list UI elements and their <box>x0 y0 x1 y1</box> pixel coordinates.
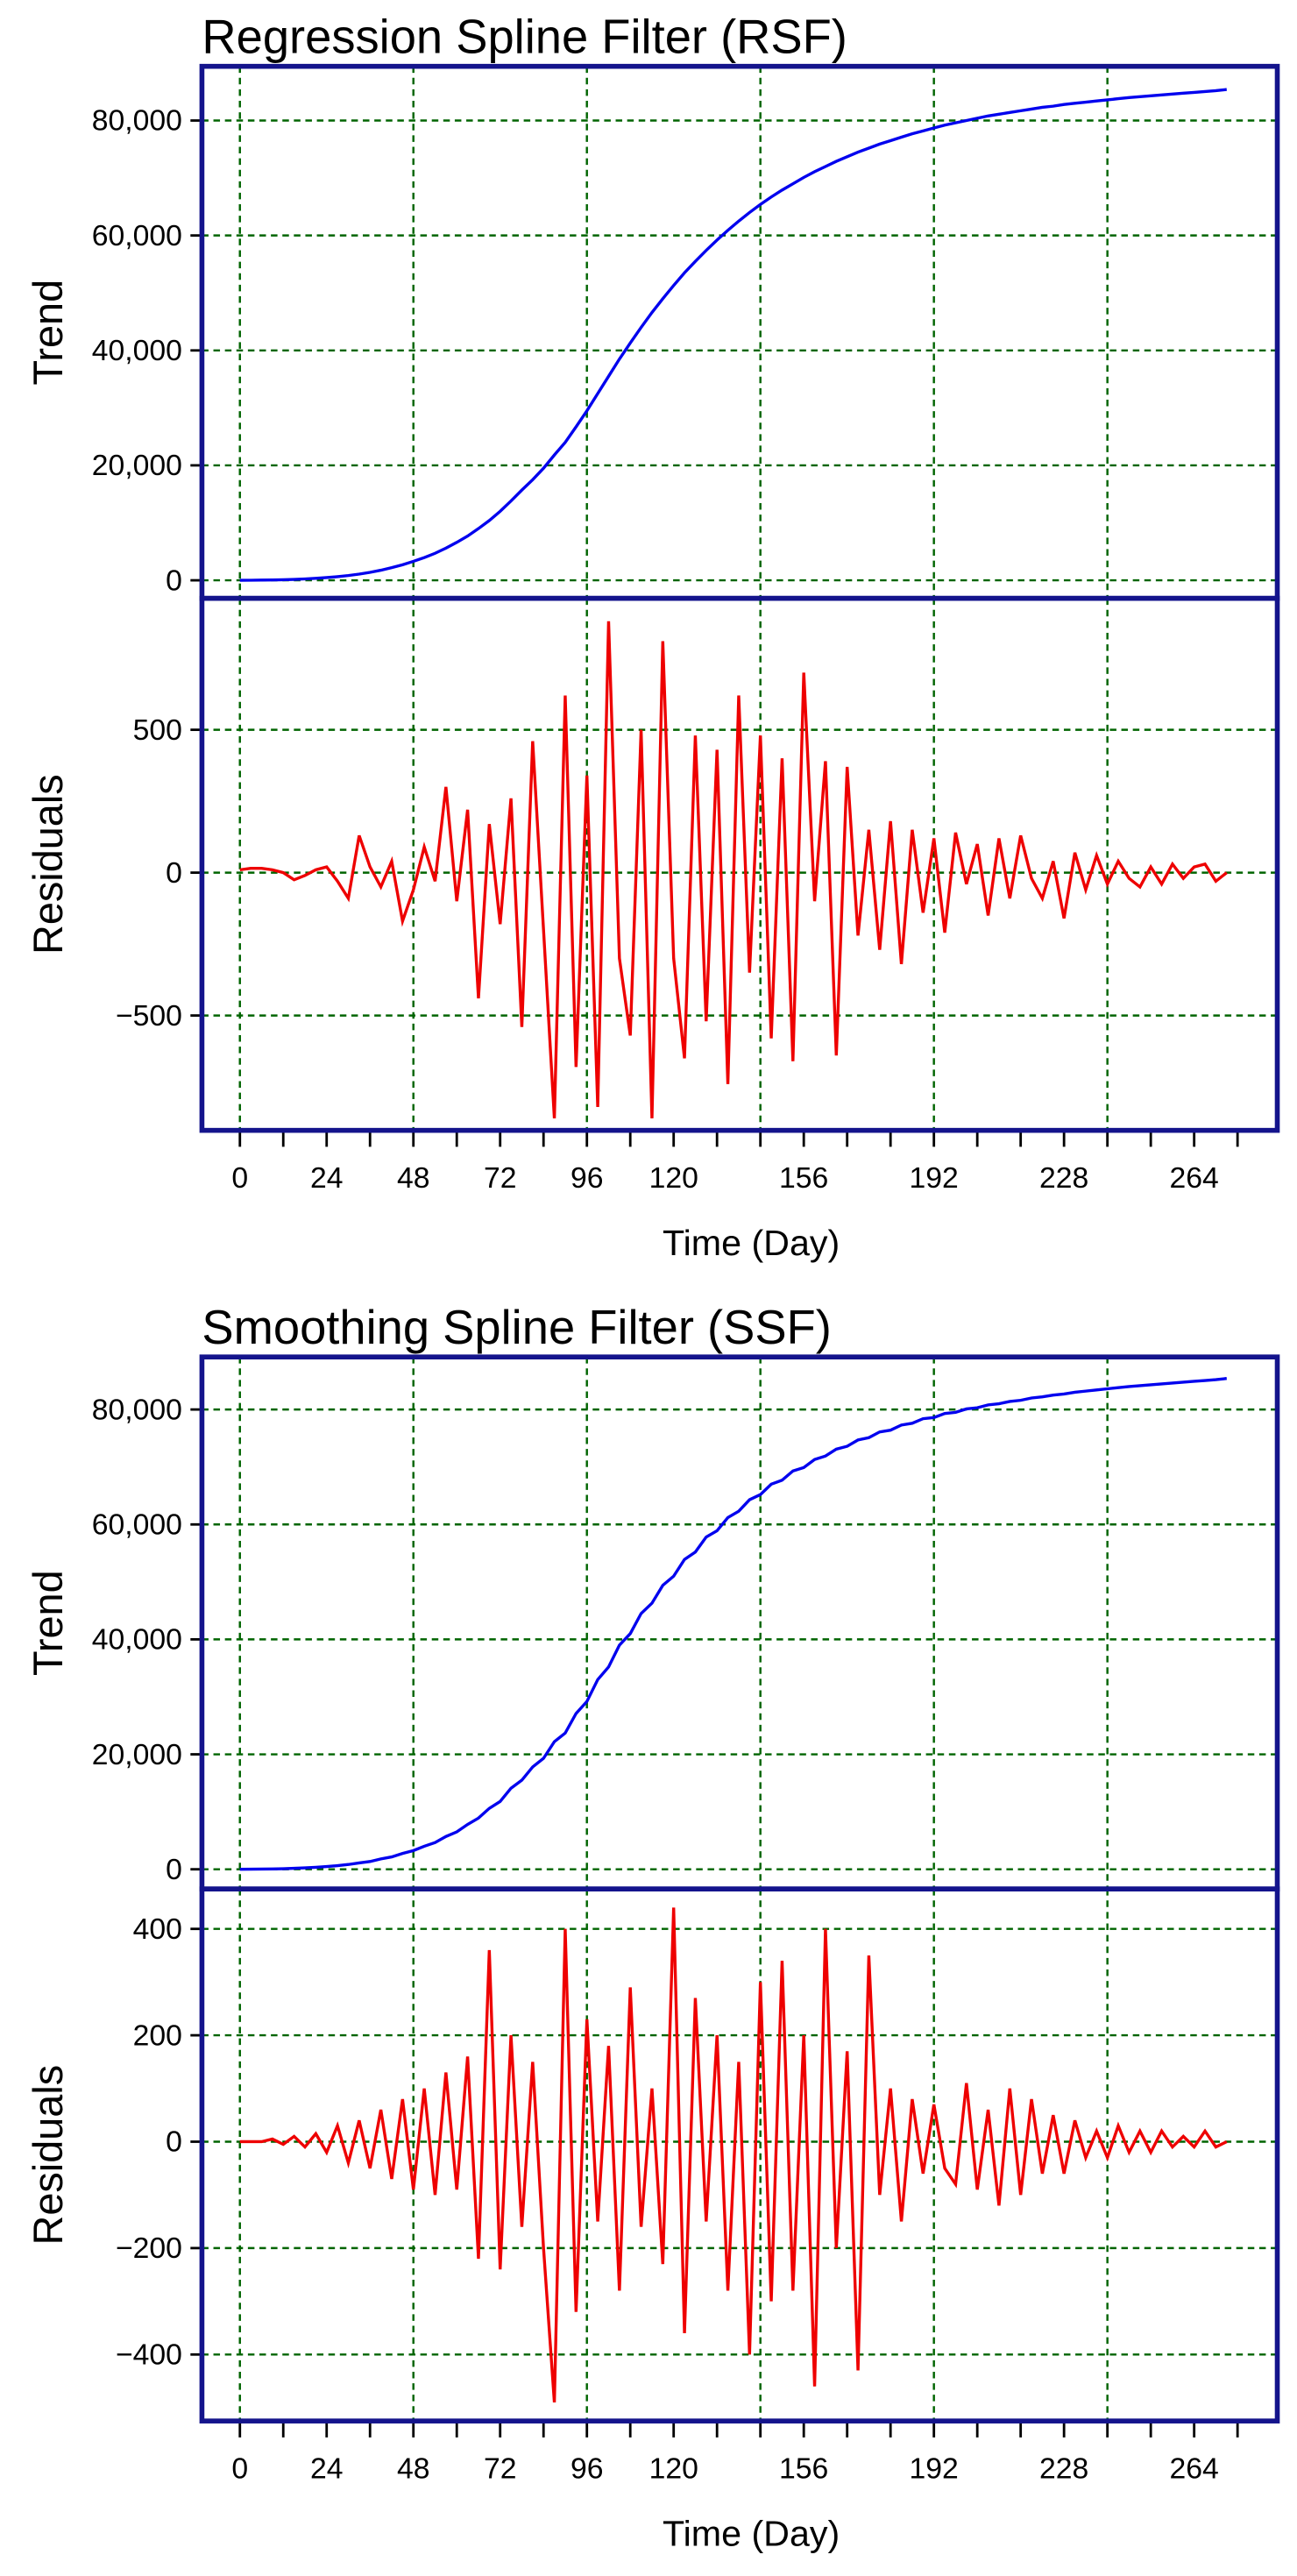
x-tick-label: 120 <box>649 1161 698 1195</box>
y-tick-label: 400 <box>133 1912 182 1946</box>
y-tick-label: 0 <box>166 856 182 890</box>
y-tick-label: 500 <box>133 713 182 747</box>
y-tick-label: 20,000 <box>92 1738 182 1771</box>
x-tick-label: 156 <box>779 1161 828 1195</box>
y-tick-label: 60,000 <box>92 1508 182 1541</box>
x-tick-label: 24 <box>310 1161 344 1195</box>
data-line <box>239 88 1227 582</box>
y-tick-label: 80,000 <box>92 1393 182 1426</box>
x-tick-label: 72 <box>484 1161 517 1195</box>
y-tick-label: 40,000 <box>92 334 182 367</box>
y-axis-label: Trend <box>25 1570 71 1676</box>
data-line <box>239 621 1228 1119</box>
x-tick-label: 264 <box>1170 1161 1219 1195</box>
chart-title: Smoothing Spline Filter (SSF) <box>202 1301 831 1354</box>
x-tick-label: 24 <box>310 2452 344 2486</box>
x-tick-label: 192 <box>910 1161 959 1195</box>
y-axis-label: Residuals <box>25 774 71 954</box>
y-axis-label: Trend <box>25 280 71 386</box>
x-tick-label: 0 <box>231 2452 248 2486</box>
x-tick-label: 72 <box>484 2452 517 2486</box>
y-tick-label: −200 <box>116 2232 182 2265</box>
x-tick-label: 264 <box>1170 2452 1219 2486</box>
x-tick-label: 228 <box>1039 2452 1088 2486</box>
x-tick-label: 96 <box>571 1161 604 1195</box>
y-tick-label: 20,000 <box>92 449 182 482</box>
y-axis-label: Residuals <box>25 2065 71 2246</box>
x-tick-label: 120 <box>649 2452 698 2486</box>
y-tick-label: −500 <box>116 999 182 1033</box>
x-tick-label: 228 <box>1039 1161 1088 1195</box>
plot-frame <box>199 63 1280 601</box>
data-line <box>239 1377 1227 1871</box>
y-tick-label: 0 <box>166 564 182 597</box>
x-tick-label: 96 <box>571 2452 604 2486</box>
plot-frame <box>199 595 1280 1133</box>
y-tick-label: −400 <box>116 2338 182 2372</box>
x-tick-label: 0 <box>231 1161 248 1195</box>
plot-frame <box>199 1886 1280 2423</box>
chart-title: Regression Spline Filter (RSF) <box>202 11 847 64</box>
y-tick-label: 0 <box>166 1853 182 1886</box>
x-tick-label: 48 <box>397 1161 430 1195</box>
y-tick-label: 60,000 <box>92 219 182 252</box>
y-tick-label: 80,000 <box>92 104 182 138</box>
x-tick-label: 156 <box>779 2452 828 2486</box>
x-tick-label: 192 <box>910 2452 959 2486</box>
y-tick-label: 40,000 <box>92 1623 182 1657</box>
x-axis-label: Time (Day) <box>663 1223 840 1263</box>
plot-frame <box>199 1354 1280 1891</box>
data-line <box>239 1907 1228 2403</box>
x-tick-label: 48 <box>397 2452 430 2486</box>
y-tick-label: 0 <box>166 2125 182 2159</box>
x-axis-label: Time (Day) <box>663 2514 840 2554</box>
y-tick-label: 200 <box>133 2019 182 2052</box>
